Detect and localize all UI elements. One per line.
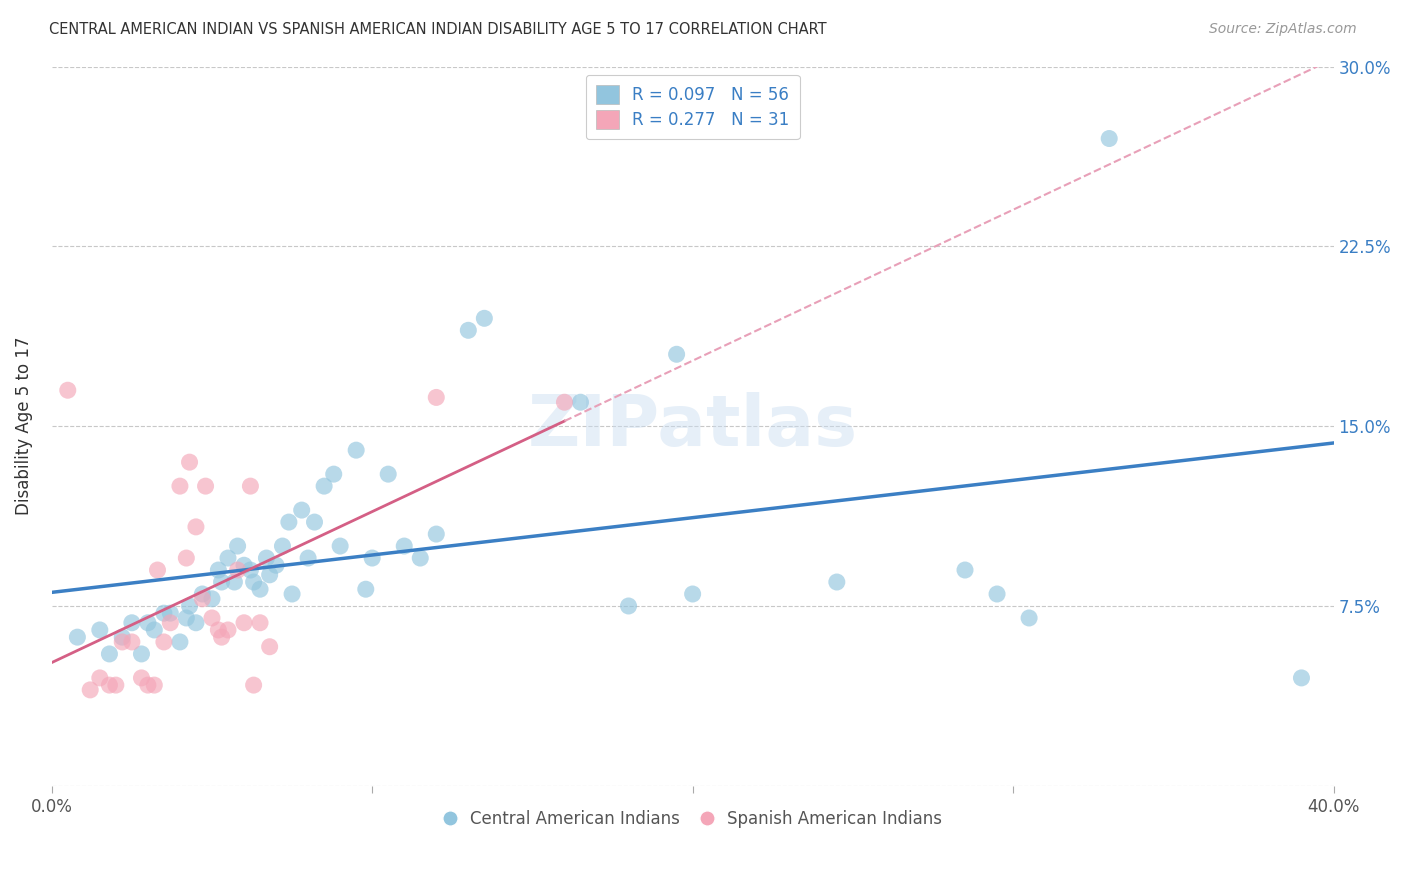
- Point: [153, 606, 176, 620]
- Point: [394, 539, 416, 553]
- Point: [56, 383, 79, 397]
- Point: [249, 615, 271, 630]
- Point: [143, 623, 166, 637]
- Point: [169, 635, 191, 649]
- Point: [184, 520, 207, 534]
- Point: [314, 479, 336, 493]
- Point: [136, 615, 159, 630]
- Point: [121, 635, 143, 649]
- Point: [264, 558, 287, 573]
- Point: [665, 347, 688, 361]
- Point: [329, 539, 352, 553]
- Point: [201, 591, 224, 606]
- Point: [682, 587, 704, 601]
- Point: [146, 563, 169, 577]
- Text: CENTRAL AMERICAN INDIAN VS SPANISH AMERICAN INDIAN DISABILITY AGE 5 TO 17 CORREL: CENTRAL AMERICAN INDIAN VS SPANISH AMERI…: [49, 22, 827, 37]
- Point: [242, 574, 264, 589]
- Point: [304, 515, 326, 529]
- Point: [259, 640, 281, 654]
- Point: [98, 647, 121, 661]
- Point: [226, 539, 249, 553]
- Point: [409, 551, 432, 566]
- Point: [569, 395, 592, 409]
- Point: [617, 599, 640, 613]
- Point: [121, 615, 143, 630]
- Point: [425, 391, 447, 405]
- Point: [217, 551, 239, 566]
- Point: [98, 678, 121, 692]
- Point: [176, 611, 198, 625]
- Point: [194, 479, 217, 493]
- Text: Source: ZipAtlas.com: Source: ZipAtlas.com: [1209, 22, 1357, 37]
- Point: [322, 467, 344, 482]
- Point: [153, 635, 176, 649]
- Text: ZIPatlas: ZIPatlas: [527, 392, 858, 460]
- Point: [239, 563, 262, 577]
- Point: [104, 678, 127, 692]
- Point: [242, 678, 264, 692]
- Point: [191, 591, 214, 606]
- Point: [79, 682, 101, 697]
- Point: [297, 551, 319, 566]
- Point: [825, 574, 848, 589]
- Point: [472, 311, 495, 326]
- Point: [281, 587, 304, 601]
- Point: [217, 623, 239, 637]
- Point: [457, 323, 479, 337]
- Point: [176, 551, 198, 566]
- Point: [191, 587, 214, 601]
- Point: [239, 479, 262, 493]
- Point: [953, 563, 976, 577]
- Point: [136, 678, 159, 692]
- Point: [169, 479, 191, 493]
- Point: [986, 587, 1008, 601]
- Point: [233, 615, 256, 630]
- Point: [425, 527, 447, 541]
- Point: [226, 563, 249, 577]
- Point: [354, 582, 377, 597]
- Point: [207, 563, 229, 577]
- Point: [271, 539, 294, 553]
- Point: [179, 599, 201, 613]
- Point: [249, 582, 271, 597]
- Point: [361, 551, 384, 566]
- Point: [143, 678, 166, 692]
- Point: [89, 671, 111, 685]
- Point: [207, 623, 229, 637]
- Point: [377, 467, 399, 482]
- Point: [277, 515, 299, 529]
- Point: [211, 630, 233, 644]
- Point: [159, 615, 181, 630]
- Point: [1291, 671, 1313, 685]
- Point: [89, 623, 111, 637]
- Point: [111, 630, 134, 644]
- Point: [233, 558, 256, 573]
- Point: [256, 551, 278, 566]
- Legend: Central American Indians, Spanish American Indians: Central American Indians, Spanish Americ…: [437, 804, 949, 835]
- Point: [131, 647, 153, 661]
- Point: [66, 630, 89, 644]
- Point: [553, 395, 575, 409]
- Point: [1018, 611, 1040, 625]
- Point: [159, 606, 181, 620]
- Point: [1098, 131, 1121, 145]
- Point: [201, 611, 224, 625]
- Point: [179, 455, 201, 469]
- Point: [224, 574, 246, 589]
- Point: [344, 443, 367, 458]
- Y-axis label: Disability Age 5 to 17: Disability Age 5 to 17: [15, 337, 32, 516]
- Point: [259, 567, 281, 582]
- Point: [111, 635, 134, 649]
- Point: [184, 615, 207, 630]
- Point: [131, 671, 153, 685]
- Point: [291, 503, 314, 517]
- Point: [211, 574, 233, 589]
